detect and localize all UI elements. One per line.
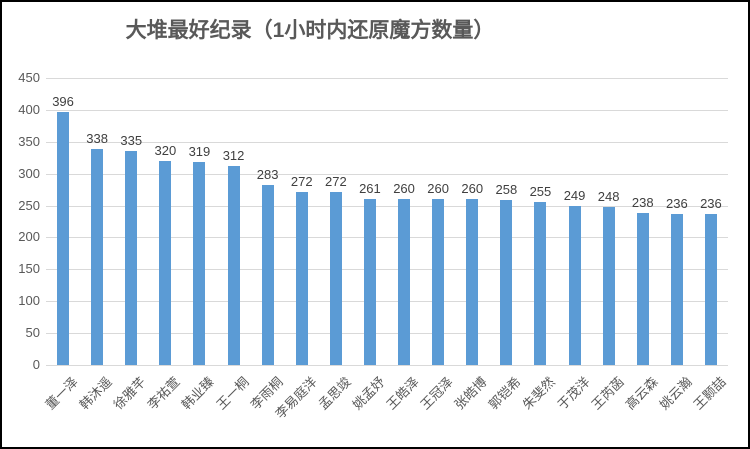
x-axis-label: 徐雅芊: [110, 374, 149, 413]
bar: [398, 199, 411, 365]
x-axis-label: 李祐萱: [144, 374, 184, 413]
chart-title: 大堆最好纪录（1小时内还原魔方数量）: [125, 19, 495, 42]
x-axis-label: 高云森: [622, 374, 661, 413]
bar: [534, 202, 547, 365]
bar: [568, 206, 581, 365]
x-axis-label: 王冠泽: [417, 374, 456, 413]
y-tick-label: 450: [18, 70, 40, 85]
bar: [125, 151, 138, 365]
x-axis-label: 孟思竣: [315, 374, 354, 413]
y-tick-label: 150: [18, 261, 40, 277]
bar: [159, 160, 172, 365]
bar: [363, 198, 376, 365]
x-axis-label: 于茂洋: [554, 374, 593, 413]
value-label: 236: [665, 196, 688, 212]
y-tick-label: 300: [18, 165, 40, 181]
value-label: 249: [563, 188, 586, 204]
gridline: [46, 365, 728, 366]
x-axis-label: 韩沐遥: [76, 374, 115, 413]
x-axis-label: 王颢喆: [690, 374, 729, 413]
value-label: 396: [52, 94, 74, 110]
x-axis-label: 郭铠希: [485, 374, 525, 413]
bar: [636, 213, 649, 365]
value-label: 258: [495, 182, 518, 198]
value-label: 236: [700, 196, 722, 212]
value-label: 260: [393, 181, 415, 197]
bar: [193, 161, 206, 365]
gridline: [46, 333, 728, 335]
x-axis-label: 韩业臻: [178, 374, 218, 413]
bar: [261, 184, 274, 365]
y-tick-label: 0: [32, 357, 40, 372]
value-label: 238: [631, 195, 654, 211]
gridline: [46, 269, 728, 271]
value-label: 260: [461, 181, 484, 197]
x-axis-label: 朱斐然: [519, 374, 559, 413]
y-tick-label: 350: [18, 133, 40, 149]
bar: [227, 166, 240, 365]
x-axis-label: 姚云瀚: [656, 374, 695, 413]
bar: [466, 199, 479, 365]
gridline: [46, 205, 728, 207]
x-axis-label: 王一桐: [213, 374, 252, 413]
value-label: 335: [120, 133, 143, 149]
value-label: 283: [256, 166, 279, 182]
x-axis-label: 王芮菡: [588, 374, 627, 413]
gridline: [46, 109, 728, 111]
value-label: 272: [324, 173, 347, 189]
gridline: [46, 173, 728, 175]
gridline: [46, 141, 728, 143]
bar: [500, 200, 513, 365]
gridline: [46, 237, 728, 239]
value-label: 248: [597, 188, 620, 204]
gridline: [46, 78, 728, 79]
value-label: 272: [290, 173, 313, 189]
value-label: 312: [222, 148, 245, 163]
bar: [670, 214, 683, 365]
bar: [295, 191, 308, 365]
y-tick-label: 100: [18, 293, 40, 309]
value-label: 260: [427, 181, 449, 197]
x-axis-label: 姚孟妤: [349, 374, 388, 413]
bar: [91, 149, 104, 365]
bar: [602, 206, 615, 365]
bar: [432, 199, 445, 365]
bar: [57, 112, 70, 365]
gridline: [46, 301, 728, 303]
value-label: 320: [154, 142, 177, 158]
y-tick-label: 250: [18, 197, 40, 213]
value-label: 255: [529, 184, 552, 200]
y-tick-label: 200: [18, 229, 40, 245]
value-label: 338: [86, 131, 108, 147]
x-axis-label: 张皓博: [451, 374, 490, 413]
value-label: 319: [188, 143, 211, 159]
x-axis-label: 王皓泽: [383, 374, 422, 413]
value-label: 261: [359, 180, 381, 196]
bar: [704, 214, 717, 365]
y-tick-label: 400: [18, 101, 40, 117]
x-axis-label: 董一泽: [42, 374, 81, 413]
y-tick-label: 50: [25, 325, 40, 341]
bar: [329, 191, 342, 365]
